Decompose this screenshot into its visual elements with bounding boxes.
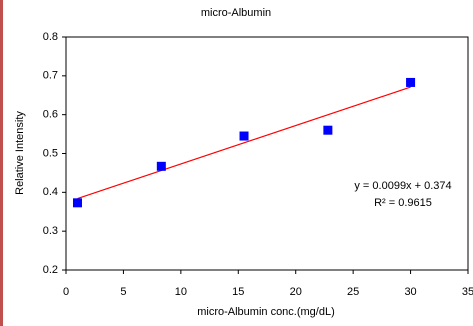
data-point: [323, 125, 333, 135]
y-tick-label: 0.4: [43, 186, 58, 198]
y-tick-label: 0.7: [43, 70, 58, 82]
y-tick-label: 0.5: [43, 147, 58, 159]
data-point: [239, 131, 249, 141]
y-tick-label: 0.8: [43, 31, 58, 43]
y-tick-label: 0.6: [43, 109, 58, 121]
r-squared: R² = 0.9615: [374, 197, 432, 209]
data-point: [156, 161, 166, 171]
x-tick-label: 0: [63, 286, 69, 298]
x-tick-label: 30: [404, 286, 416, 298]
data-point: [406, 77, 416, 87]
y-tick-label: 0.3: [43, 225, 58, 237]
x-tick-label: 5: [120, 286, 126, 298]
chart-title: micro-Albumin: [201, 7, 271, 19]
x-tick-label: 25: [347, 286, 359, 298]
y-tick-label: 0.2: [43, 264, 58, 276]
x-tick-label: 10: [175, 286, 187, 298]
data-point: [72, 198, 82, 208]
x-tick-label: 35: [462, 286, 473, 298]
trendline: [77, 86, 411, 200]
x-axis-label: micro-Albumin conc.(mg/dL): [197, 306, 335, 318]
x-tick-label: 15: [232, 286, 244, 298]
y-axis-label: Relative Intensity: [14, 111, 26, 195]
equation: y = 0.0099x + 0.374: [354, 180, 451, 192]
x-tick-label: 20: [290, 286, 302, 298]
